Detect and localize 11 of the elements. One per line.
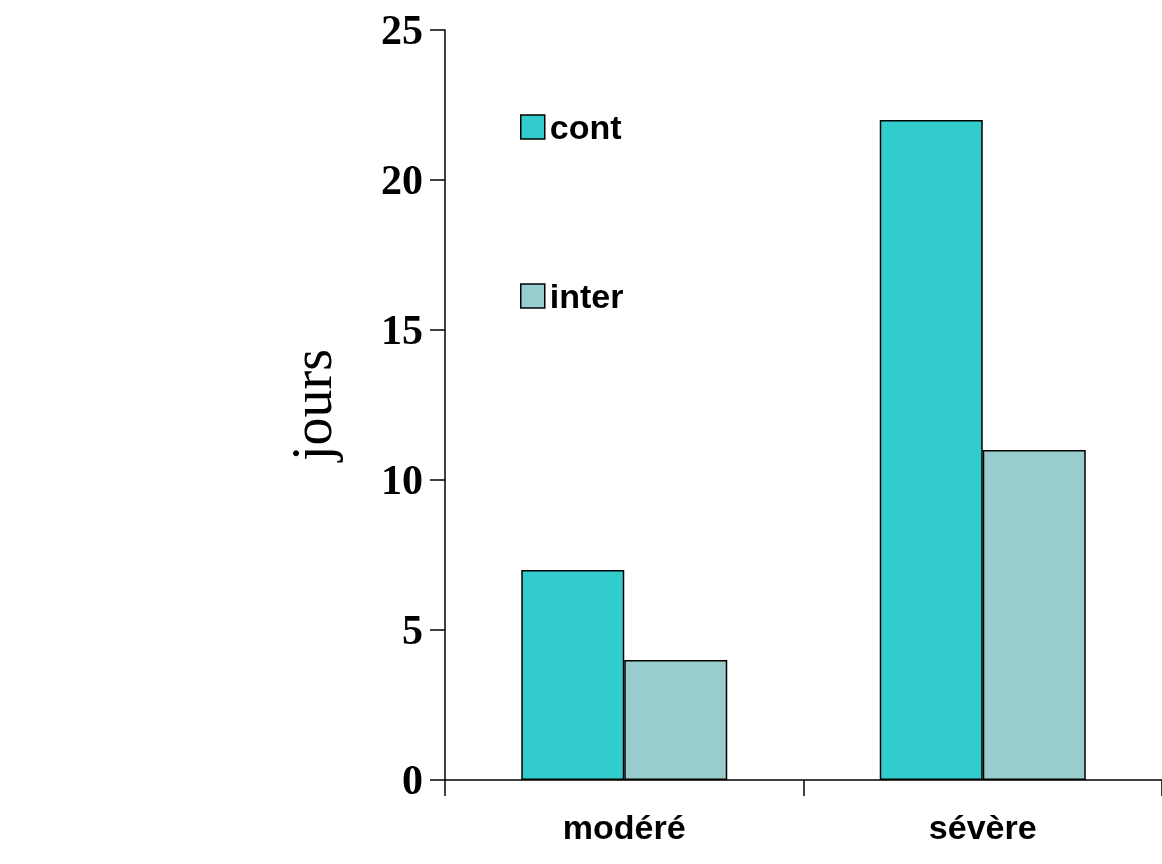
legend-label: inter xyxy=(549,277,624,315)
y-tick-label: 10 xyxy=(381,457,423,503)
y-tick-label: 5 xyxy=(402,607,423,653)
y-tick-label: 20 xyxy=(381,157,423,203)
y-tick-label: 25 xyxy=(381,7,423,53)
x-tick-label: modéré xyxy=(562,808,686,846)
y-tick-label: 15 xyxy=(381,307,423,353)
y-axis-title: jours xyxy=(281,349,343,463)
legend-label: cont xyxy=(549,108,622,146)
y-tick-label: 0 xyxy=(402,757,423,803)
x-tick-label: sévère xyxy=(928,808,1037,846)
